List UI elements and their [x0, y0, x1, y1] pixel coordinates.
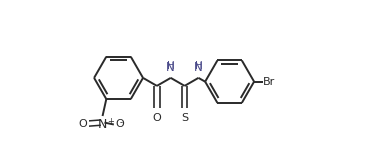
Text: -: - — [120, 118, 123, 127]
Text: H: H — [167, 61, 175, 71]
Text: Br: Br — [263, 77, 275, 87]
Text: H: H — [195, 61, 202, 71]
Text: +: + — [107, 117, 113, 126]
Text: O: O — [78, 119, 87, 129]
Text: N: N — [166, 62, 175, 74]
Text: N: N — [98, 118, 107, 131]
Text: O: O — [115, 119, 124, 129]
Text: O: O — [153, 113, 161, 123]
Text: S: S — [181, 113, 188, 123]
Text: N: N — [194, 62, 203, 74]
